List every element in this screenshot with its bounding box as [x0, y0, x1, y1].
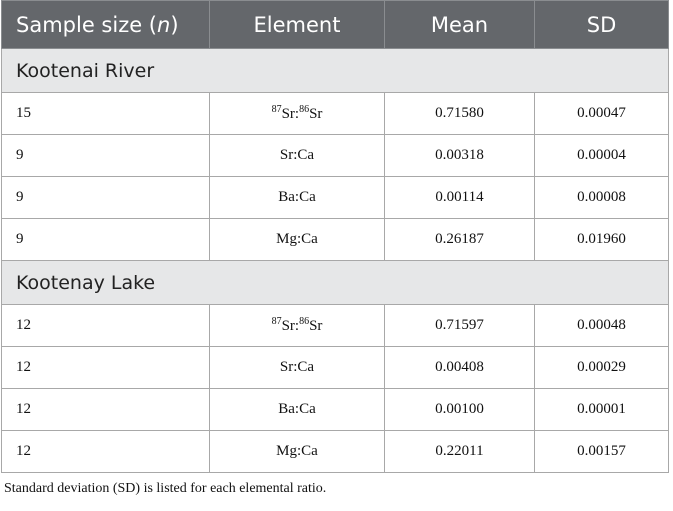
cell: 0.01960	[534, 218, 669, 261]
cell: 0.00047	[534, 92, 669, 135]
cell: 0.22011	[384, 430, 535, 473]
data-row: 12 Sr:Ca 0.00408 0.00029	[1, 346, 669, 389]
text-segment: 86	[299, 104, 310, 115]
cell: 9	[1, 218, 210, 261]
cell: 0.00029	[534, 346, 669, 389]
data-row: 12 Ba:Ca 0.00100 0.00001	[1, 388, 669, 431]
cell: 87Sr:86Sr	[209, 304, 385, 347]
cell: 0.00008	[534, 176, 669, 219]
cell: 0.00048	[534, 304, 669, 347]
cell: Ba:Ca	[209, 388, 385, 431]
text-segment: 86	[299, 316, 310, 327]
data-row: 12 Mg:Ca 0.22011 0.00157	[1, 430, 669, 473]
group-row: Kootenai River	[1, 48, 669, 93]
text-segment: )	[170, 12, 179, 37]
cell: 0.00408	[384, 346, 535, 389]
cell: Mg:Ca	[209, 430, 385, 473]
cell: 9	[1, 134, 210, 177]
header-cell: Sample size (n)	[1, 0, 210, 49]
header-row: Sample size (n) Element Mean SD	[1, 0, 669, 49]
text-segment: 87	[271, 104, 282, 115]
header-cell: Element	[209, 0, 385, 49]
cell: 9	[1, 176, 210, 219]
group-row: Kootenay Lake	[1, 260, 669, 305]
cell: 0.00318	[384, 134, 535, 177]
group-title: Kootenai River	[1, 48, 669, 93]
cell: 0.00100	[384, 388, 535, 431]
text-segment: n	[157, 12, 171, 37]
cell: Sr:Ca	[209, 346, 385, 389]
cell: 0.71597	[384, 304, 535, 347]
data-row: 9 Mg:Ca 0.26187 0.01960	[1, 218, 669, 261]
text-segment: Sr:	[281, 106, 300, 122]
cell: Mg:Ca	[209, 218, 385, 261]
cell: 12	[1, 430, 210, 473]
data-row: 12 87Sr:86Sr 0.71597 0.00048	[1, 304, 669, 347]
text-segment: Sr	[309, 106, 323, 122]
cell: 0.71580	[384, 92, 535, 135]
footnote: Standard deviation (SD) is listed for ea…	[4, 481, 327, 496]
cell: 12	[1, 304, 210, 347]
cell: Sr:Ca	[209, 134, 385, 177]
text-segment: Sample size (	[16, 12, 158, 37]
text-segment: 87	[271, 316, 282, 327]
header-cell: Mean	[384, 0, 535, 49]
cell: 0.26187	[384, 218, 535, 261]
header-cell: SD	[534, 0, 669, 49]
group-title: Kootenay Lake	[1, 260, 669, 305]
cell: 0.00001	[534, 388, 669, 431]
text-segment: Sr	[309, 318, 323, 334]
data-row: 15 87Sr:86Sr 0.71580 0.00047	[1, 92, 669, 135]
cell: 87Sr:86Sr	[209, 92, 385, 135]
cell: 0.00157	[534, 430, 669, 473]
data-table: Sample size (n) Element Mean SD Kootenai Riv…	[1, 0, 669, 473]
cell: 12	[1, 346, 210, 389]
cell: 0.00004	[534, 134, 669, 177]
cell: 15	[1, 92, 210, 135]
text-segment: Sr:	[281, 318, 300, 334]
data-row: 9 Ba:Ca 0.00114 0.00008	[1, 176, 669, 219]
cell: Ba:Ca	[209, 176, 385, 219]
cell: 0.00114	[384, 176, 535, 219]
data-row: 9 Sr:Ca 0.00318 0.00004	[1, 134, 669, 177]
cell: 12	[1, 388, 210, 431]
